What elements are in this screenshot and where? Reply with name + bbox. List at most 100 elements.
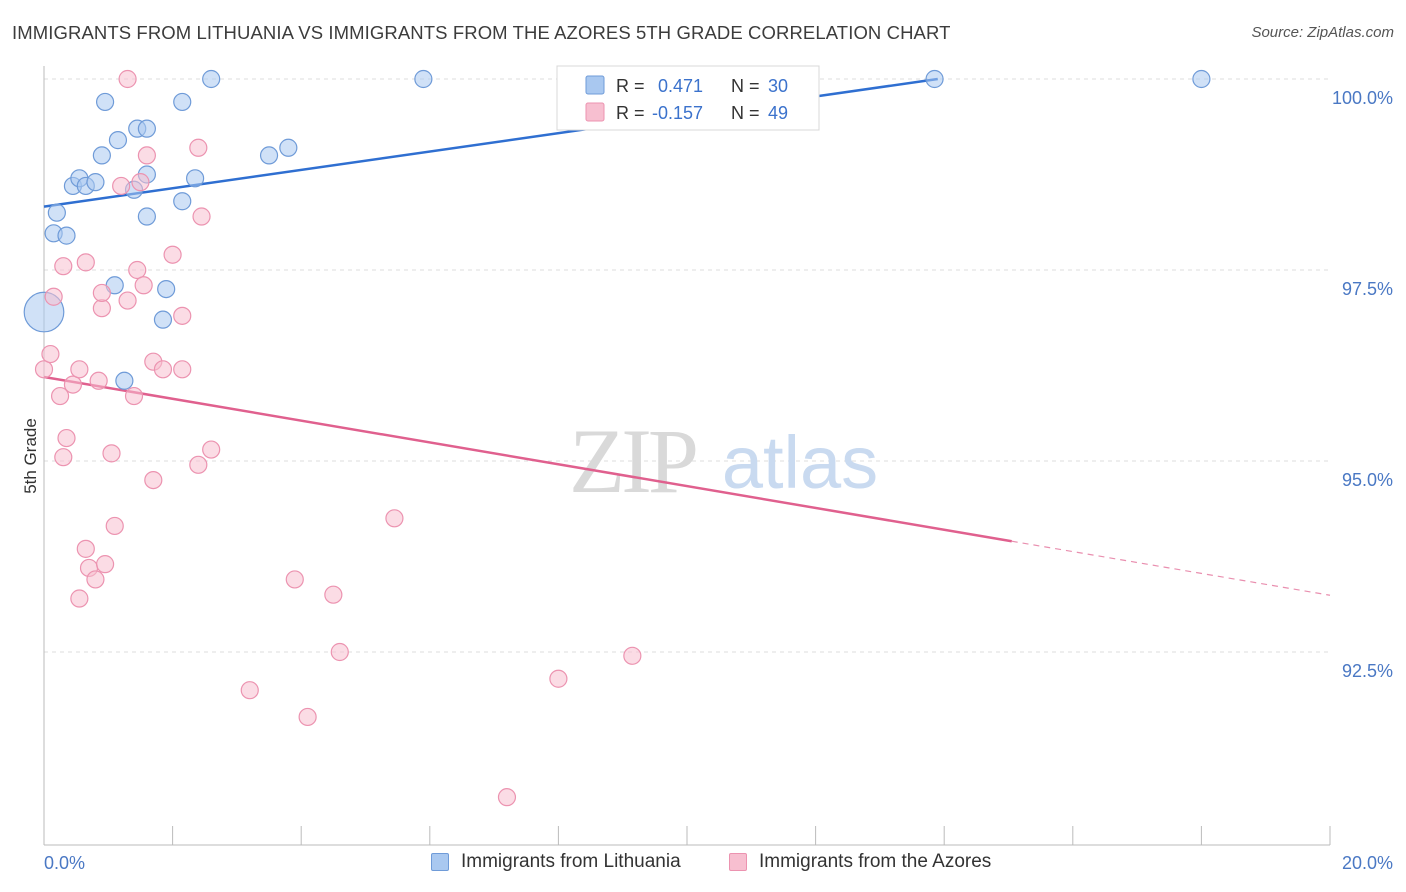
data-point-pink [623,646,642,665]
data-point-blue [57,226,76,245]
data-point-pink [134,276,153,295]
data-point-blue [153,310,173,329]
trend-extension-pink [1011,540,1331,596]
data-points [23,69,1211,807]
legend-r-value-2: -0.157 [652,103,703,123]
data-point-blue [115,371,134,390]
data-point-pink [549,669,568,688]
y-tick-label: 92.5% [1342,661,1393,681]
data-point-pink [54,257,73,276]
data-point-blue [157,280,176,299]
data-point-pink [105,516,124,536]
data-point-pink [163,245,182,264]
legend-swatch-azores-bottom [729,853,747,871]
data-point-pink [189,138,208,157]
grid-lines [44,78,1330,653]
y-axis-label: 5th Grade [21,418,40,494]
data-point-pink [70,360,89,379]
watermark-atlas: atlas [722,421,878,504]
data-point-blue [86,173,105,192]
data-point-blue [414,69,433,89]
legend-label-azores: Immigrants from the Azores [759,851,992,872]
y-tick-label: 100.0% [1332,88,1393,108]
source-label: Source: ZipAtlas.com [1251,24,1394,41]
data-point-pink [86,570,105,589]
data-point-pink [118,291,137,310]
data-point-blue [173,92,192,112]
legend-swatch-azores [585,102,605,122]
data-point-blue [92,146,111,165]
y-tick-labels: 92.5% 95.0% 97.5% 100.0% [1332,88,1393,681]
data-point-pink [63,375,83,394]
data-point-blue [259,146,279,165]
data-point-blue [173,192,192,211]
legend-item-lithuania: Immigrants from Lithuania [431,851,681,873]
data-point-pink [324,585,343,604]
legend-r-label-1: R = [616,76,650,96]
legend-r-value-1: 0.471 [658,76,703,96]
data-point-pink [41,344,60,364]
axes [43,66,1331,846]
data-point-pink [240,681,259,700]
legend-n-value-1: 30 [768,76,788,96]
data-point-pink [202,440,221,459]
data-point-pink [173,360,192,379]
data-point-blue [925,69,944,89]
data-point-pink [44,287,63,306]
data-point-pink [153,360,173,379]
svg-text:R = -0.157 N =: R = -0.157 N = 49 [616,103,788,123]
data-point-blue [47,203,66,222]
data-point-pink [192,207,211,226]
data-point-pink [137,146,156,165]
watermark-zip: ZIP [569,410,696,512]
legend-label-lithuania: Immigrants from Lithuania [461,851,681,872]
watermark: ZIP atlas [569,410,878,512]
data-point-pink [92,283,111,303]
trend-line-pink [43,375,1012,543]
data-point-pink [89,371,108,390]
data-point-pink [497,788,517,807]
data-point-blue [202,69,221,89]
data-point-pink [128,260,147,280]
legend-r-label-2: R = [616,103,650,123]
x-tick-label-min: 0.0% [44,853,85,873]
data-point-blue [137,207,156,226]
x-tick-labels: 0.0% 20.0% [44,853,1393,873]
trend-lines [43,77,1331,596]
data-point-pink [54,448,73,467]
y-tick-label: 97.5% [1342,279,1393,299]
data-point-pink [173,306,192,325]
chart-title: IMMIGRANTS FROM LITHUANIA VS IMMIGRANTS … [12,22,951,43]
legend-n-label-1: N = [731,76,765,96]
data-point-blue [108,131,128,150]
y-tick-label: 95.0% [1342,470,1393,490]
legend-swatch-lithuania [585,75,605,95]
data-point-pink [95,555,115,574]
data-point-pink [102,444,121,463]
data-point-blue [279,138,298,157]
x-tick-label-max: 20.0% [1342,853,1393,873]
data-point-blue [95,92,115,112]
data-point-pink [385,509,404,528]
data-point-pink [57,428,76,448]
data-point-pink [189,455,208,474]
data-point-pink [131,173,150,192]
data-point-pink [34,360,54,379]
data-point-pink [298,707,317,727]
legend-swatch-lithuania-bottom [431,853,449,871]
data-point-pink [76,539,95,558]
data-point-pink [76,253,95,272]
data-point-pink [330,642,349,662]
legend-n-value-2: 49 [768,103,788,123]
data-point-blue [186,169,205,188]
data-point-pink [144,471,163,490]
data-point-blue [137,119,156,138]
data-point-pink [50,386,70,406]
top-legend: R = 0.471 N = 30 R = -0.157 N = 49 [556,65,820,131]
legend-n-label-2: N = [731,103,765,123]
data-point-pink [285,570,304,589]
data-point-blue [1192,69,1211,89]
data-point-pink [70,589,89,608]
data-point-pink [118,69,137,89]
